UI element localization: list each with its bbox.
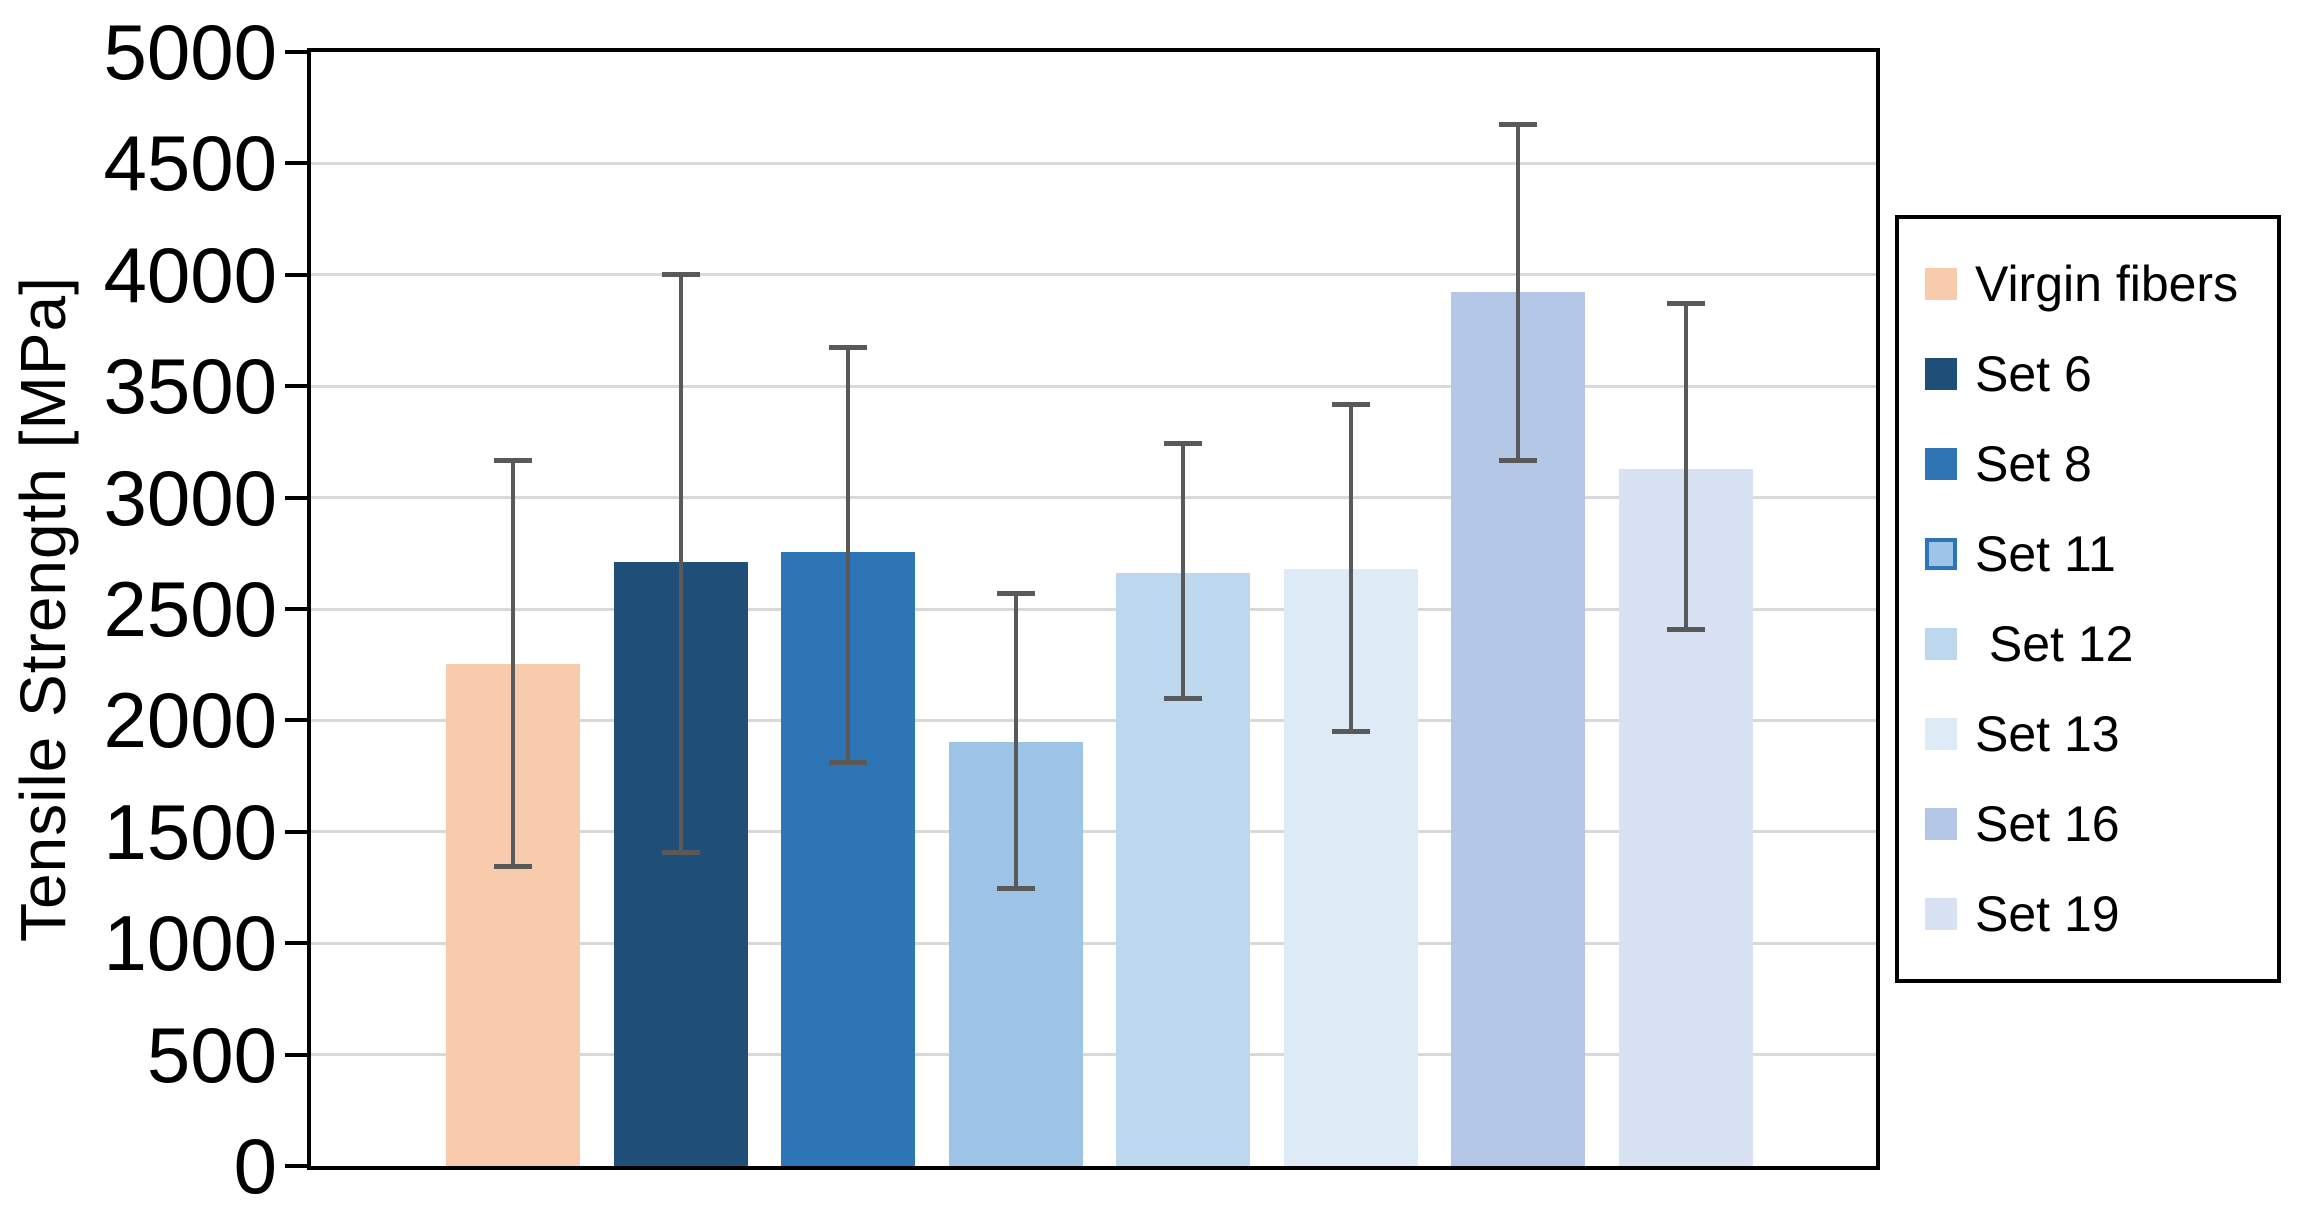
gridline-1000 — [311, 941, 1876, 945]
legend-swatch-icon — [1925, 898, 1957, 930]
y-axis-title: Tensile Strength [MPa] — [7, 276, 79, 942]
error-bar-7 — [1516, 124, 1520, 461]
error-cap-top-8 — [1666, 301, 1705, 307]
legend-label: Set 16 — [1975, 796, 2120, 852]
y-tick-mark-0 — [285, 1164, 307, 1168]
legend-item-set-16: Set 16 — [1925, 799, 2277, 849]
gridline-4500 — [311, 161, 1876, 165]
error-cap-top-2 — [661, 272, 700, 278]
y-tick-mark-3000 — [285, 495, 307, 500]
y-tick-label-500: 500 — [146, 1010, 277, 1099]
legend-item-set-11: Set 11 — [1925, 529, 2277, 579]
y-tick-label-0: 0 — [233, 1122, 277, 1210]
error-cap-top-5 — [1164, 440, 1202, 446]
error-cap-bottom-2 — [661, 850, 700, 856]
y-tick-mark-5000 — [285, 50, 307, 54]
legend-item-set-12: Set 12 — [1925, 619, 2277, 669]
legend-item-virgin-fibers: Virgin fibers — [1925, 259, 2277, 309]
y-tick-label-2000: 2000 — [103, 676, 277, 765]
error-bar-3 — [846, 347, 850, 763]
legend-item-set-19: Set 19 — [1925, 889, 2277, 939]
y-tick-label-5000: 5000 — [103, 8, 277, 96]
error-cap-top-7 — [1499, 121, 1537, 127]
error-bar-4 — [1013, 593, 1018, 889]
error-cap-bottom-1 — [494, 863, 532, 869]
legend-swatch-icon — [1925, 358, 1957, 390]
y-tick-label-1500: 1500 — [103, 787, 277, 876]
legend-swatch-icon — [1925, 628, 1957, 660]
gridline-4000 — [311, 273, 1876, 277]
legend-label: Set 19 — [1975, 886, 2120, 942]
error-bar-2 — [678, 274, 683, 853]
y-tick-mark-4000 — [285, 272, 307, 277]
error-bar-5 — [1181, 443, 1185, 699]
gridline-500 — [311, 1053, 1876, 1057]
y-tick-label-1000: 1000 — [103, 899, 277, 988]
error-cap-bottom-3 — [829, 760, 867, 766]
error-bar-6 — [1348, 404, 1353, 732]
legend-swatch-icon — [1925, 448, 1957, 480]
legend-swatch-icon — [1925, 808, 1957, 840]
plot-area — [307, 48, 1880, 1170]
y-tick-mark-500 — [285, 1052, 307, 1057]
legend-label: Set 13 — [1975, 706, 2120, 762]
error-bar-1 — [511, 460, 515, 867]
error-cap-bottom-6 — [1331, 729, 1370, 735]
y-tick-label-4000: 4000 — [103, 230, 277, 319]
legend-item-set-8: Set 8 — [1925, 439, 2277, 489]
gridline-1500 — [311, 830, 1876, 834]
y-tick-mark-3500 — [285, 384, 307, 389]
legend-swatch-icon — [1925, 538, 1957, 570]
legend-item-set-6: Set 6 — [1925, 349, 2277, 399]
legend-swatch-icon — [1925, 268, 1957, 300]
legend-item-set-13: Set 13 — [1925, 709, 2277, 759]
error-cap-bottom-5 — [1164, 695, 1202, 701]
error-cap-bottom-7 — [1499, 458, 1537, 464]
legend-swatch-icon — [1925, 718, 1957, 750]
legend-label: Set 6 — [1975, 346, 2092, 402]
error-cap-bottom-4 — [996, 886, 1035, 892]
gridline-2000 — [311, 718, 1876, 722]
gridline-3500 — [311, 384, 1876, 388]
y-tick-mark-1000 — [285, 941, 307, 946]
error-cap-top-1 — [494, 458, 532, 464]
gridline-3000 — [311, 496, 1876, 500]
legend-label: Set 8 — [1975, 436, 2092, 492]
error-cap-top-6 — [1331, 401, 1370, 407]
y-tick-mark-4500 — [285, 161, 307, 166]
y-tick-label-4500: 4500 — [103, 119, 277, 208]
gridline-2500 — [311, 607, 1876, 611]
error-cap-top-4 — [996, 590, 1035, 596]
y-tick-label-3500: 3500 — [103, 342, 277, 431]
legend-label: Virgin fibers — [1975, 256, 2239, 312]
y-tick-mark-1500 — [285, 829, 307, 834]
y-tick-mark-2500 — [285, 607, 307, 611]
legend-label: Set 12 — [1975, 616, 2134, 672]
legend: Virgin fibers Set 6 Set 8 Set 11 Set 12 Set … — [1895, 215, 2281, 983]
error-cap-top-3 — [829, 344, 867, 350]
legend-label: Set 11 — [1975, 526, 2116, 582]
y-tick-label-2500: 2500 — [103, 565, 277, 653]
y-tick-mark-2000 — [285, 718, 307, 723]
y-tick-label-3000: 3000 — [103, 453, 277, 542]
error-cap-bottom-8 — [1666, 626, 1705, 632]
error-bar-8 — [1683, 303, 1688, 630]
